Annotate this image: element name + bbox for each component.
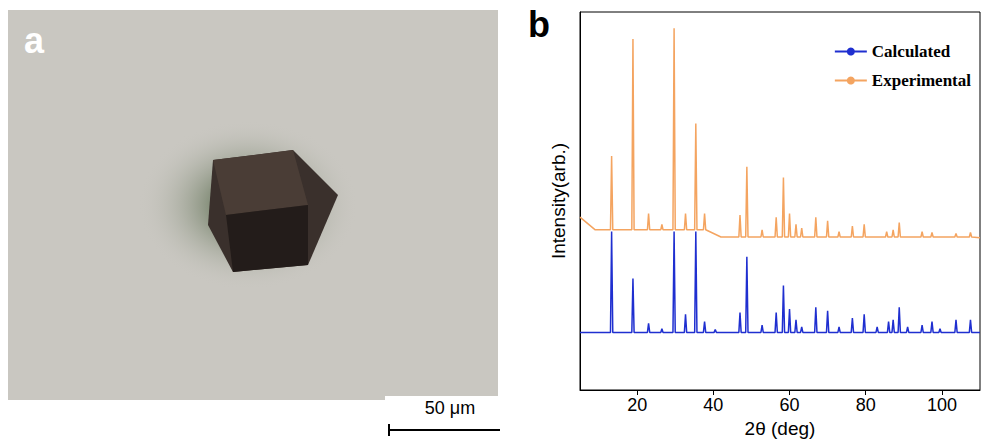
svg-text:Experimental: Experimental [872, 71, 971, 90]
svg-text:100: 100 [927, 395, 957, 415]
html-text:b: b [528, 4, 550, 45]
svg-text:Calculated: Calculated [872, 42, 951, 61]
svg-text:20: 20 [627, 395, 647, 415]
svg-text:80: 80 [856, 395, 876, 415]
html-text:a: a [24, 20, 44, 61]
svg-text:60: 60 [780, 395, 800, 415]
html-text:50 μm: 50 μm [424, 398, 476, 418]
svg-text:40: 40 [703, 395, 723, 415]
svg-text:2θ (deg): 2θ (deg) [745, 418, 816, 439]
svg-text:Intensity(arb.): Intensity(arb.) [548, 143, 569, 259]
